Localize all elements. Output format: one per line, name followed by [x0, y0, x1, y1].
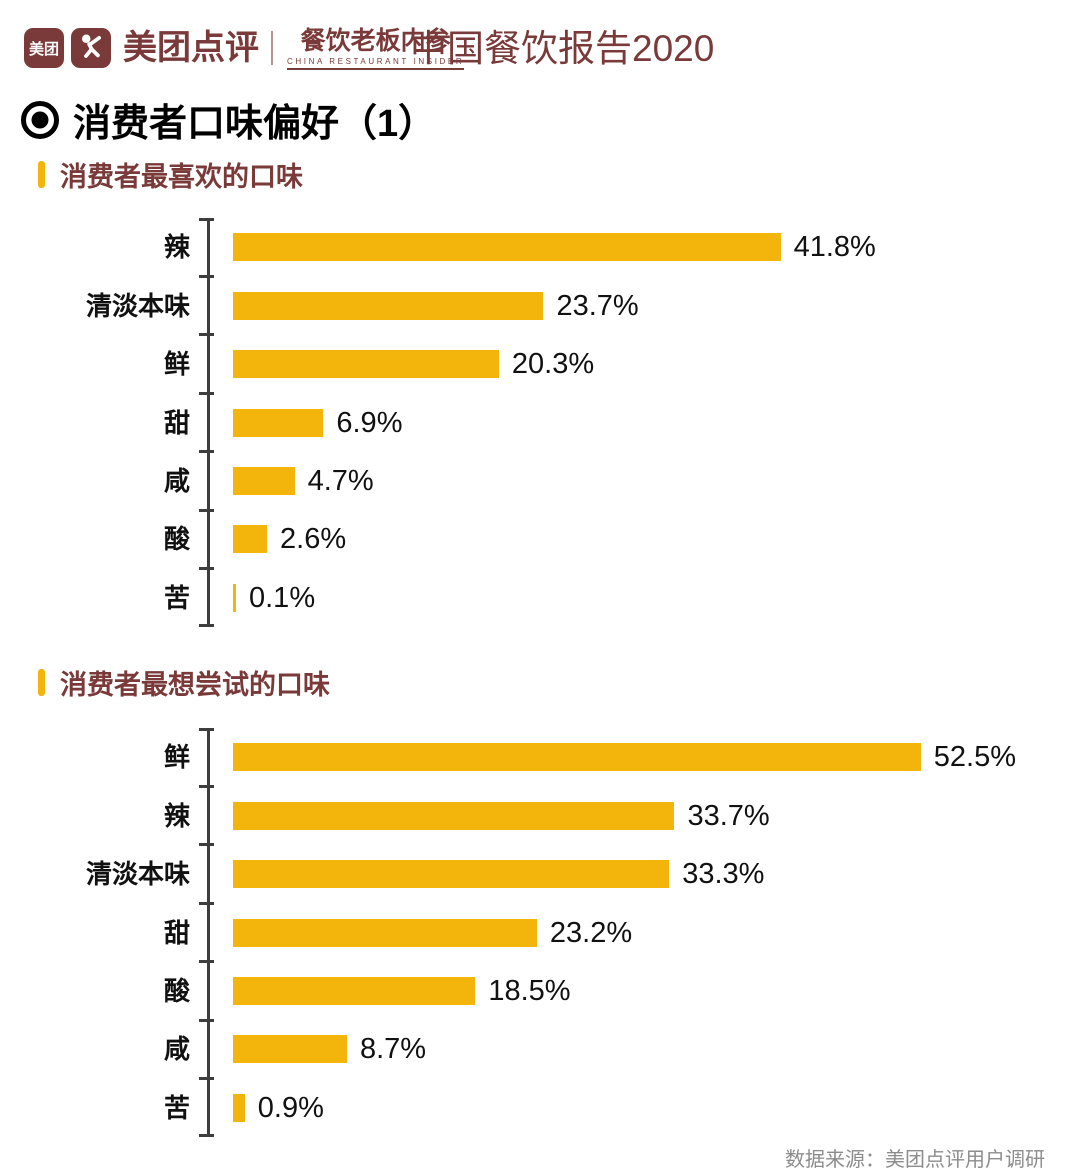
axis-tick	[199, 784, 214, 788]
axis-tick	[199, 728, 214, 731]
axis-tick	[199, 624, 214, 628]
bar-value-label: 0.9%	[257, 1091, 324, 1124]
category-label: 辣	[163, 232, 190, 263]
category-label: 咸	[163, 1034, 190, 1065]
category-label: 苦	[163, 582, 190, 613]
favorite-flavors-chart: 辣 41.8% 清淡本味 23.7% 鲜 20.3% 甜 6.9% 咸 4.7% 酸 2.6% 苦 0.1…	[86, 218, 1052, 628]
bar	[233, 1093, 245, 1122]
bar	[233, 743, 921, 772]
bar-value-label: 2.6%	[280, 523, 347, 556]
bar-value-label: 6.9%	[336, 406, 403, 439]
axis-tick	[199, 1134, 214, 1138]
bar	[233, 233, 781, 262]
category-label: 酸	[163, 976, 190, 1007]
axis-tick	[199, 450, 214, 454]
section-title-text: 消费者最想尝试的口味	[60, 669, 330, 700]
section-title-want-to-try: 消费者最想尝试的口味	[38, 666, 330, 700]
page-title: 消费者口味偏好（1）	[73, 103, 437, 145]
want-to-try-flavors-chart: 鲜 52.5% 辣 33.7% 清淡本味 33.3% 甜 23.2% 酸 18.5% 咸 8.7% 苦 0…	[86, 728, 1052, 1138]
axis-tick	[199, 333, 214, 337]
bar	[233, 1035, 347, 1064]
axis-tick	[199, 218, 214, 221]
meituan-logo-badge: 美团	[24, 28, 64, 68]
category-label: 清淡本味	[85, 290, 190, 321]
bar-value-label: 33.3%	[682, 858, 765, 891]
bar-value-label: 23.2%	[549, 916, 633, 949]
bar-value-label: 23.7%	[556, 289, 639, 322]
bar	[233, 583, 236, 612]
bar	[233, 408, 324, 437]
y-axis-line	[207, 728, 210, 1137]
section-marker-icon	[38, 160, 45, 188]
bar-value-label: 20.3%	[511, 348, 595, 381]
bar	[233, 350, 499, 379]
insider-title: 餐饮老板内参	[300, 28, 451, 55]
axis-tick	[199, 508, 214, 512]
category-label: 鲜	[163, 349, 190, 380]
bar	[233, 467, 295, 496]
bar-value-label: 33.7%	[687, 799, 770, 832]
bar-value-label: 0.1%	[249, 581, 316, 614]
bullseye-icon	[19, 99, 61, 141]
bar-value-label: 8.7%	[359, 1033, 427, 1066]
axis-tick	[199, 274, 214, 278]
bar	[233, 977, 476, 1006]
category-label: 甜	[163, 917, 190, 948]
category-label: 辣	[163, 800, 190, 831]
brand-name: 美团点评	[123, 29, 259, 67]
category-label: 苦	[163, 1092, 190, 1123]
section-title-favorite: 消费者最喜欢的口味	[38, 158, 303, 192]
section-title-text: 消费者最喜欢的口味	[60, 161, 303, 192]
report-title: 中国餐饮报告2020	[410, 28, 715, 69]
bar	[233, 860, 670, 889]
axis-tick	[199, 960, 214, 964]
insider-lockup: 餐饮老板内参 CHINA RESTAURANT INSIDER	[287, 26, 465, 70]
y-axis-line	[207, 218, 210, 627]
axis-tick	[199, 391, 214, 395]
bar	[233, 525, 268, 554]
bar	[233, 918, 537, 947]
axis-tick	[199, 1077, 214, 1081]
meituan-logo-text: 美团	[28, 40, 59, 58]
category-label: 清淡本味	[85, 859, 190, 890]
data-source-note: 数据来源：美团点评用户调研	[785, 1149, 1045, 1171]
brand-divider	[271, 31, 273, 65]
section-marker-icon	[38, 668, 45, 696]
dianping-mascot-icon	[76, 31, 106, 66]
bar-value-label: 4.7%	[307, 465, 374, 498]
bar	[233, 801, 675, 830]
axis-tick	[199, 901, 214, 905]
bar-value-label: 52.5%	[933, 741, 1016, 774]
axis-tick	[199, 843, 214, 847]
category-label: 酸	[163, 524, 190, 555]
category-label: 甜	[163, 407, 190, 438]
category-label: 鲜	[163, 742, 190, 773]
axis-tick	[199, 567, 214, 571]
bar-value-label: 18.5%	[488, 975, 571, 1008]
bar	[233, 291, 544, 320]
header-brand-row: 美团 美团点评 餐饮老板内参 CHINA RESTAURANT INSIDER	[24, 24, 465, 72]
page-title-row: 消费者口味偏好（1）	[19, 92, 436, 147]
bar-value-label: 41.8%	[793, 231, 876, 264]
axis-tick	[199, 1018, 214, 1022]
category-label: 咸	[163, 466, 190, 497]
dianping-mascot-badge	[71, 28, 111, 68]
insider-subtitle: CHINA RESTAURANT INSIDER	[287, 57, 465, 70]
